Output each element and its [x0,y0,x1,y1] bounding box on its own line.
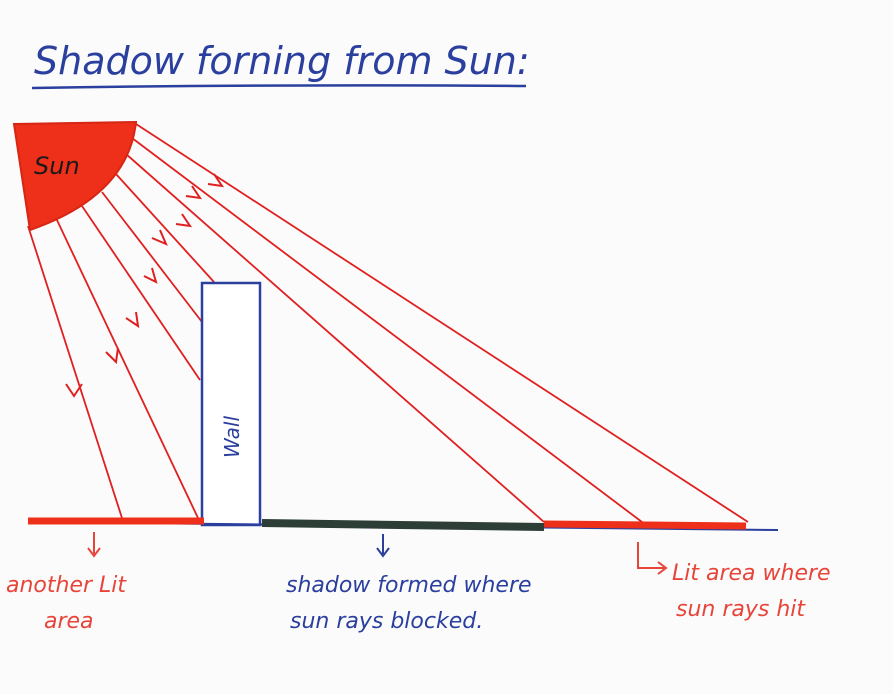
shadow-label-line2: sun rays blocked. [290,609,483,634]
ray-arrow-8 [207,173,225,188]
sun-shape [12,120,138,232]
ray-arrowheads [65,173,225,398]
sun-ray-2 [55,217,199,519]
sun-label: Sun [34,152,80,180]
ray-arrow-1 [65,383,83,398]
ray-arrow-7 [185,185,203,200]
right-lit-label-line2: sun rays hit [676,597,806,622]
ray-arrow-6 [175,213,193,228]
ray-arrow-5 [151,229,168,246]
left-lit-label-line1: another Lit [6,573,127,598]
sun-ray-3 [81,205,201,381]
sun-ray-4 [101,191,203,323]
sun-ray-6 [125,153,545,523]
diagram-title: Shadow forning from Sun: [34,39,530,83]
left-lit-label-line2: area [44,609,94,634]
right-lit-label-line1: Lit area where [672,561,831,586]
ray-arrow-3 [125,311,140,329]
shadow-label-line1: shadow formed where [286,573,532,598]
right-lit-pointer [637,542,668,575]
sun-ray-5 [115,173,215,283]
title-underline [31,84,527,90]
ray-arrow-2 [105,347,119,365]
wall-label: Wall [220,416,244,458]
shadow-area [261,519,545,531]
sun-ray-1 [27,225,123,519]
shadow-pointer [376,534,390,558]
wall [200,281,262,527]
sun-ray-8 [135,123,749,523]
right-lit-area [543,520,747,530]
left-lit-pointer [87,532,101,558]
sun-rays [27,123,749,523]
sun-ray-7 [131,137,643,523]
ray-arrow-4 [143,267,158,284]
